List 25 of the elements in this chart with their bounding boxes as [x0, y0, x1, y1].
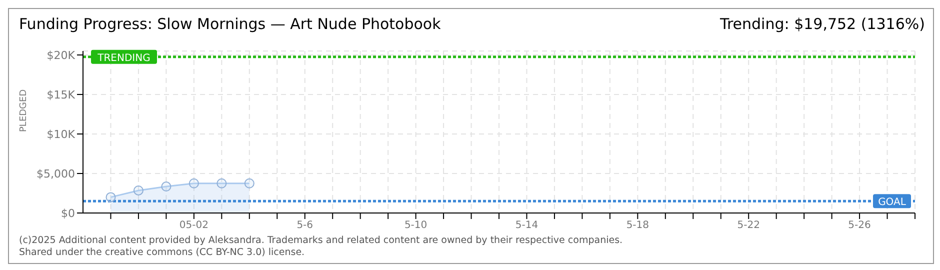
- chart-subtitle: Trending: $19,752 (1316%): [720, 15, 925, 33]
- point: [106, 192, 116, 202]
- x-tick-label: 5-10: [404, 220, 428, 232]
- ref-line-label: TRENDING: [96, 52, 150, 64]
- x-tick-label: 5-18: [626, 220, 650, 232]
- text: (c)2025 Additional content provided by Aleksandra. Trademarks and related content are owned by their respective companies.: [19, 235, 623, 247]
- text: Shared under the creative commons (CC BY-NC 3.0) license.: [19, 247, 306, 259]
- y-tick-label: $5,000: [36, 167, 75, 180]
- y-tick-label: $10K: [46, 128, 76, 141]
- y-axis-title: PLEDGED: [19, 89, 30, 132]
- x-tick-label: 05-02: [179, 220, 208, 232]
- point: [188, 178, 199, 188]
- x-tick-label: 5-14: [515, 220, 538, 232]
- y-tick-label: $20K: [46, 48, 76, 62]
- point: [133, 185, 144, 196]
- chart-title: Funding Progress: Slow Mornings — Art Nude Photobook: [19, 15, 441, 33]
- point: [161, 182, 172, 192]
- y-tick-label: $0: [61, 206, 75, 220]
- x-tick-label: 5-22: [737, 220, 760, 232]
- point: [244, 178, 254, 188]
- point: [216, 178, 227, 188]
- ref-line-label: GOAL: [878, 197, 906, 208]
- y-tick-label: $15K: [46, 88, 76, 102]
- x-tick-label: 5-26: [848, 220, 871, 232]
- x-tick-label: 5-6: [296, 220, 314, 232]
